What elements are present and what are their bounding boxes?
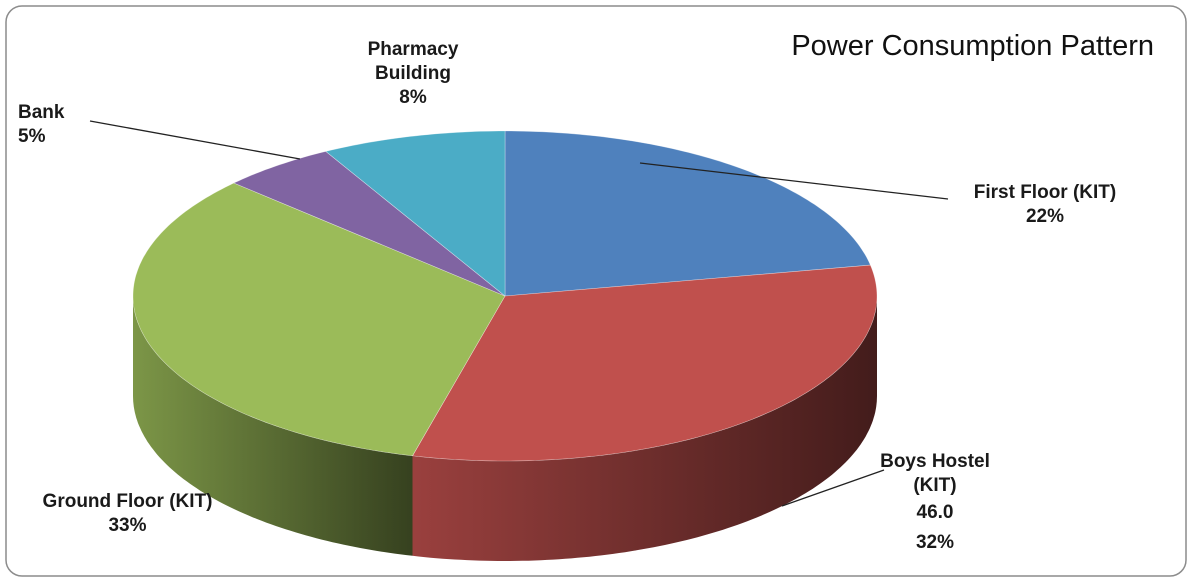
chart-title: Power Consumption Pattern xyxy=(791,30,1154,62)
data-label: Pharmacy Building 8% xyxy=(353,38,473,110)
slice-side xyxy=(133,296,413,556)
category-label: Boys Hostel (KIT) xyxy=(880,451,990,496)
slice xyxy=(233,151,506,297)
slice xyxy=(132,182,506,457)
data-label: First Floor (KIT) 22% xyxy=(935,181,1155,229)
value-label: 33% xyxy=(108,515,147,536)
slice xyxy=(504,130,871,297)
leader-line xyxy=(781,469,885,507)
leader-line xyxy=(639,162,949,200)
value-label: 22% xyxy=(1025,206,1065,227)
data-label: Ground Floor (KIT) 33% xyxy=(35,490,220,538)
category-label: Pharmacy Building xyxy=(367,39,459,84)
slice xyxy=(325,130,506,297)
category-label: First Floor (KIT) xyxy=(973,182,1117,203)
category-label: Bank xyxy=(18,102,65,123)
value-label: 8% xyxy=(399,87,427,108)
slice-side xyxy=(412,296,877,561)
data-label: Boys Hostel (KIT) 46.0 32% xyxy=(870,450,1000,558)
annotation: 46.0 xyxy=(916,502,954,523)
slice xyxy=(412,264,878,462)
data-label: Bank 5% xyxy=(18,101,98,149)
category-label: Ground Floor (KIT) xyxy=(42,491,213,512)
leader-line xyxy=(89,120,301,160)
value-label: 32% xyxy=(915,532,955,553)
value-label: 5% xyxy=(18,126,46,147)
